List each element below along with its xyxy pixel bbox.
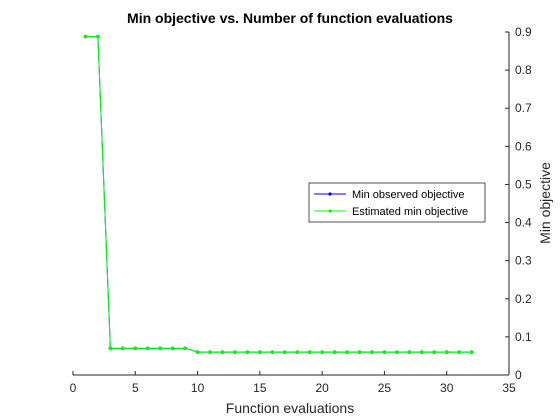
data-point: [357, 350, 362, 354]
x-tick-label: 35: [502, 381, 516, 395]
x-tick-label: 5: [132, 381, 139, 395]
data-point: [270, 350, 275, 354]
data-point: [233, 350, 237, 354]
y-tick-label: 0.7: [515, 101, 532, 115]
data-point: [345, 350, 349, 354]
y-axis-label: Min objective: [537, 162, 553, 244]
y-tick-label: 0.2: [515, 292, 532, 306]
x-tick-label: 25: [378, 381, 392, 395]
data-point: [145, 346, 150, 351]
y-tick-label: 0.3: [515, 254, 532, 268]
y-ticks: 0 0.1 0.2 0.3 0.4 0.5 0.6 0.7 0.8 0.9: [505, 25, 532, 382]
data-point: [96, 34, 100, 39]
y-tick-label: 0.5: [515, 177, 532, 191]
data-point: [245, 350, 250, 354]
legend-swatch-marker: [328, 209, 332, 213]
data-point: [332, 350, 337, 354]
data-point: [170, 346, 175, 351]
data-point: [444, 350, 449, 354]
x-tick-label: 10: [191, 381, 205, 395]
data-point: [133, 346, 138, 351]
x-ticks: 0 5 10 15 20 25 30 35: [70, 371, 516, 395]
legend-entry: Estimated min objective: [352, 206, 468, 218]
chart-title: Min objective vs. Number of function eva…: [127, 10, 453, 26]
legend-entry: Min observed objective: [352, 189, 465, 201]
data-point: [208, 350, 212, 354]
y-tick-label: 0.4: [515, 216, 532, 230]
x-axis-label: Function evaluations: [226, 400, 354, 416]
data-point: [258, 350, 262, 354]
data-point: [457, 350, 462, 354]
legend-swatch-marker: [328, 192, 332, 196]
y-tick-label: 0.1: [515, 330, 532, 344]
data-point: [407, 350, 412, 354]
data-point: [382, 350, 387, 354]
x-tick-label: 30: [440, 381, 454, 395]
data-point: [370, 350, 374, 354]
series-estimated-min-objective: [83, 34, 474, 354]
y-tick-label: 0.8: [515, 63, 532, 77]
data-point: [295, 350, 300, 354]
y-tick-label: 0.6: [515, 139, 532, 153]
x-tick-label: 15: [253, 381, 267, 395]
data-point: [432, 350, 437, 354]
data-point: [395, 350, 399, 354]
y-tick-label: 0.9: [515, 25, 532, 39]
data-point: [419, 350, 424, 354]
legend: Min observed objective Estimated min obje…: [308, 182, 486, 223]
y-tick-label: 0: [515, 368, 522, 382]
data-point: [220, 350, 225, 354]
data-point: [282, 350, 287, 354]
data-point: [83, 34, 88, 39]
data-point: [469, 350, 474, 354]
data-point: [108, 346, 113, 351]
data-point: [320, 350, 324, 354]
data-point: [195, 350, 200, 354]
series-layer: [83, 34, 474, 354]
data-point: [307, 350, 312, 354]
legend-box: [308, 182, 486, 223]
series-line: [85, 36, 472, 353]
x-tick-label: 0: [70, 381, 77, 395]
data-point: [183, 346, 187, 351]
data-point: [120, 346, 125, 351]
x-tick-label: 20: [315, 381, 329, 395]
data-point: [158, 346, 163, 351]
